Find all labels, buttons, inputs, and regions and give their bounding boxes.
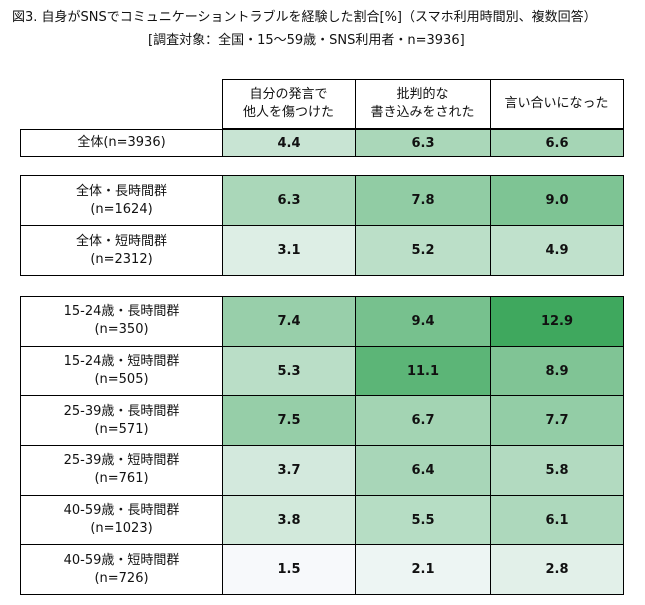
value-cell: 6.7 [355,395,491,447]
row-label-line2: (n=350) [94,322,149,338]
value-cell: 5.2 [355,225,491,276]
value-cell: 4.4 [222,129,356,157]
value-cell: 6.3 [222,175,356,226]
table-row: 15-24歳・短時間群 (n=505) 5.3 11.1 8.9 [20,345,624,397]
column-header-1-line1: 批判的な [396,87,449,102]
row-label-line1: 15-24歳・短時間群 [63,354,180,370]
value-cell: 3.7 [222,445,356,496]
row-label: 25-39歳・短時間群 (n=761) [20,445,223,496]
value-cell: 7.7 [490,395,624,447]
value-cell: 5.3 [222,345,356,397]
row-label-line1: 40-59歳・短時間群 [63,552,180,568]
row-label-line2: (n=1624) [90,201,153,217]
column-header-1: 批判的な 書き込みをされた [354,79,491,129]
row-label-line2: (n=2312) [90,251,153,267]
row-label: 40-59歳・長時間群 (n=1023) [20,494,223,546]
value-cell: 6.6 [490,129,624,157]
row-label-line1: 25-39歳・短時間群 [63,453,180,469]
value-cell: 1.5 [222,544,356,596]
value-cell: 9.0 [490,175,624,226]
value-cell: 6.4 [355,445,491,496]
row-label: 25-39歳・長時間群 (n=571) [20,395,223,447]
group-table-all: 全体(n=3936) 4.4 6.3 6.6 [20,129,624,157]
value-cell: 5.8 [490,445,624,496]
table-row: 25-39歳・短時間群 (n=761) 3.7 6.4 5.8 [20,445,624,496]
row-label-line1: 全体・短時間群 [75,233,167,249]
row-label: 15-24歳・長時間群 (n=350) [20,296,223,347]
row-label-line2: (n=1023) [90,521,153,537]
group-table-duration: 全体・長時間群 (n=1624) 6.3 7.8 9.0 全体・短時間群 (n=2312) 3… [20,175,624,276]
row-label-line2: (n=505) [94,372,149,388]
value-cell: 12.9 [490,296,624,347]
value-cell: 3.1 [222,225,356,276]
row-label-line2: (n=571) [94,421,149,437]
value-cell: 4.9 [490,225,624,276]
row-label: 全体・短時間群 (n=2312) [20,225,223,276]
row-label: 全体・長時間群 (n=1624) [20,175,223,226]
table-row: 全体(n=3936) 4.4 6.3 6.6 [20,129,624,157]
value-cell: 2.8 [490,544,624,596]
row-label-line1: 全体・長時間群 [75,183,167,199]
value-cell: 8.9 [490,345,624,397]
chart-subtitle: [調査対象：全国・15～59歳・SNS利用者・n=3936] [148,33,465,48]
value-cell: 6.3 [355,129,491,157]
table-row: 15-24歳・長時間群 (n=350) 7.4 9.4 12.9 [20,296,624,347]
value-cell: 5.5 [355,494,491,546]
value-cell: 7.8 [355,175,491,226]
value-cell: 11.1 [355,345,491,397]
value-cell: 2.1 [355,544,491,596]
row-label-line1: 25-39歳・長時間群 [63,403,180,419]
chart-title: 図3. 自身がSNSでコミュニケーショントラブルを経験した割合[%]（スマホ利用… [12,10,597,25]
column-header-0-line1: 自分の発言で [249,87,328,102]
column-header-table: 自分の発言で 他人を傷つけた 批判的な 書き込みをされた 言い合いになった [20,79,624,129]
row-label-line1: 全体(n=3936) [77,135,166,150]
row-label-line2: (n=761) [94,471,149,487]
group-table-age: 15-24歳・長時間群 (n=350) 7.4 9.4 12.9 15-24歳・短時間群 (… [20,296,624,596]
value-cell: 3.8 [222,494,356,546]
table-row: 25-39歳・長時間群 (n=571) 7.5 6.7 7.7 [20,395,624,447]
row-label: 15-24歳・短時間群 (n=505) [20,345,223,397]
value-cell: 6.1 [490,494,624,546]
row-label-line1: 40-59歳・長時間群 [63,503,180,519]
row-label: 全体(n=3936) [20,129,223,157]
column-header-0-line2: 他人を傷つけた [242,105,334,120]
row-label-line1: 15-24歳・長時間群 [63,304,180,320]
value-cell: 7.4 [222,296,356,347]
value-cell: 7.5 [222,395,356,447]
table-row: 全体・長時間群 (n=1624) 6.3 7.8 9.0 [20,175,624,226]
table-row: 全体・短時間群 (n=2312) 3.1 5.2 4.9 [20,225,624,276]
row-label: 40-59歳・短時間群 (n=726) [20,544,223,596]
column-header-2-line1: 言い合いになった [504,96,609,111]
value-cell: 9.4 [355,296,491,347]
table-row: 40-59歳・長時間群 (n=1023) 3.8 5.5 6.1 [20,494,624,546]
column-header-1-line2: 書き込みをされた [370,105,475,120]
header-blank-cell [20,80,222,129]
row-label-line2: (n=726) [94,570,149,586]
column-header-2: 言い合いになった [489,79,624,129]
table-row: 40-59歳・短時間群 (n=726) 1.5 2.1 2.8 [20,544,624,596]
column-header-0: 自分の発言で 他人を傷つけた [221,79,356,129]
